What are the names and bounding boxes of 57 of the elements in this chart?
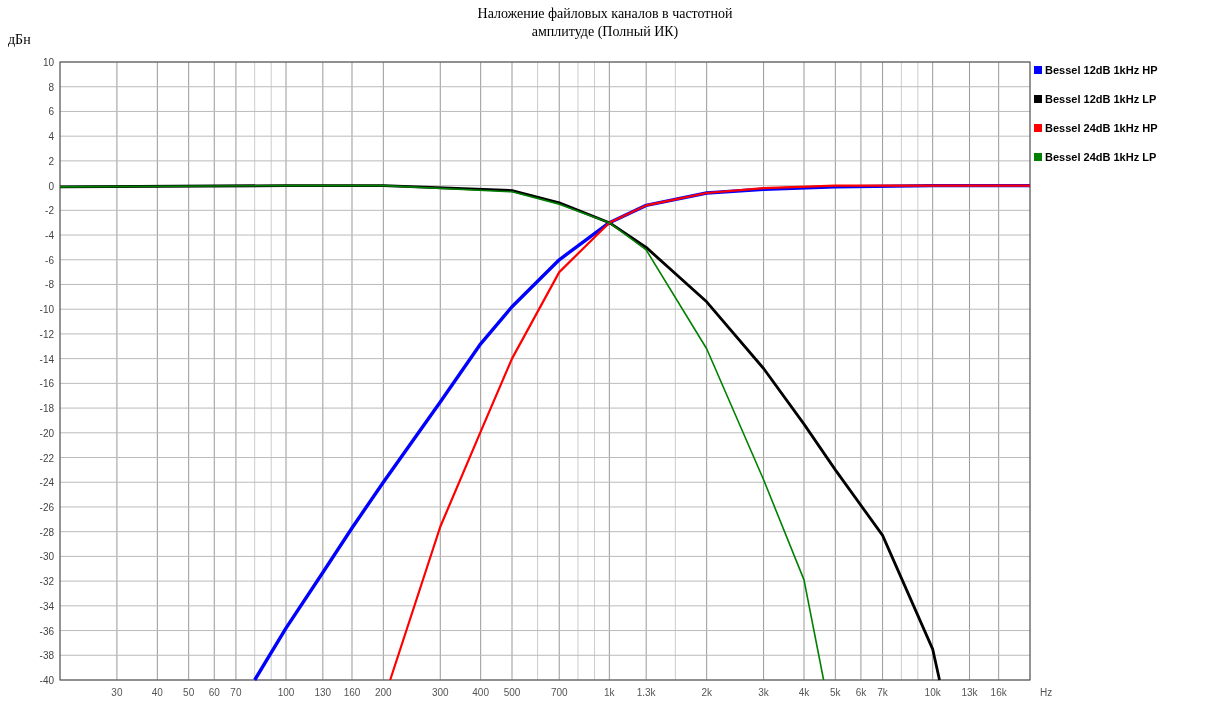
y-tick-label: -34 (39, 600, 55, 612)
legend-label: Bessel 12dB 1kHz HP (1045, 64, 1158, 76)
y-tick-label: -2 (45, 205, 55, 217)
x-tick-label: 3k (758, 687, 770, 698)
y-tick-label: -22 (39, 452, 55, 464)
y-tick-label: -26 (39, 501, 55, 513)
x-tick-label: 300 (431, 687, 450, 698)
x-tick-label: 130 (314, 687, 332, 698)
x-tick-label: 7k (877, 687, 889, 698)
x-tick-label: 100 (277, 687, 295, 698)
y-tick-label: -10 (39, 304, 55, 316)
y-tick-label: -40 (39, 675, 55, 686)
y-axis-title: дБн (8, 32, 32, 47)
x-tick-label: 200 (374, 687, 393, 698)
y-tick-label: -32 (39, 576, 55, 588)
x-tick-label: 40 (151, 687, 164, 698)
y-tick-label: 4 (48, 131, 55, 143)
y-tick-label: -28 (39, 526, 55, 538)
y-tick-label: -6 (45, 254, 55, 266)
legend-label: Bessel 24dB 1kHz LP (1045, 151, 1157, 163)
x-tick-label: 30 (111, 687, 123, 698)
x-tick-label: 60 (208, 687, 221, 698)
y-tick-label: -24 (39, 477, 55, 489)
x-tick-label: 13k (961, 687, 979, 698)
x-tick-label: 6k (855, 687, 868, 698)
x-tick-label: 50 (183, 687, 195, 698)
x-tick-label: 1k (604, 687, 616, 698)
y-tick-label: 10 (42, 57, 55, 68)
y-tick-label: -36 (39, 625, 55, 637)
x-tick-label: 16k (990, 687, 1008, 698)
x-tick-label: 400 (472, 687, 490, 698)
x-tick-label: 2k (701, 687, 713, 698)
y-tick-label: -18 (39, 403, 55, 415)
y-tick-label: -38 (39, 650, 55, 662)
chart-title: Наложение файловых каналов в частотной амплитуде (Полный ИК) (477, 6, 733, 40)
x-tick-label: 160 (343, 687, 361, 698)
y-tick-label: 8 (48, 81, 55, 93)
x-tick-label: 5k (830, 687, 842, 698)
y-tick-label: -20 (39, 427, 55, 439)
y-tick-label: -30 (39, 551, 55, 563)
y-tick-label: -16 (39, 378, 55, 390)
y-tick-label: 6 (48, 106, 55, 118)
x-tick-label: 70 (230, 687, 242, 698)
x-tick-label: 700 (550, 687, 569, 698)
x-tick-label: 10k (924, 687, 942, 698)
y-tick-label: -4 (45, 230, 55, 242)
legend-label: Bessel 12dB 1kHz LP (1045, 93, 1157, 105)
x-tick-label: 1.3k (636, 687, 657, 698)
y-tick-label: 0 (48, 180, 55, 192)
y-tick-label: 2 (48, 155, 55, 167)
y-tick-label: -14 (39, 353, 55, 365)
x-axis-title: Hz (1040, 687, 1053, 698)
legend-label: Bessel 24dB 1kHz HP (1045, 122, 1158, 134)
x-tick-label: 4k (798, 687, 811, 698)
y-tick-label: -8 (45, 279, 55, 291)
x-tick-label: 500 (503, 687, 521, 698)
y-tick-label: -12 (39, 328, 55, 340)
